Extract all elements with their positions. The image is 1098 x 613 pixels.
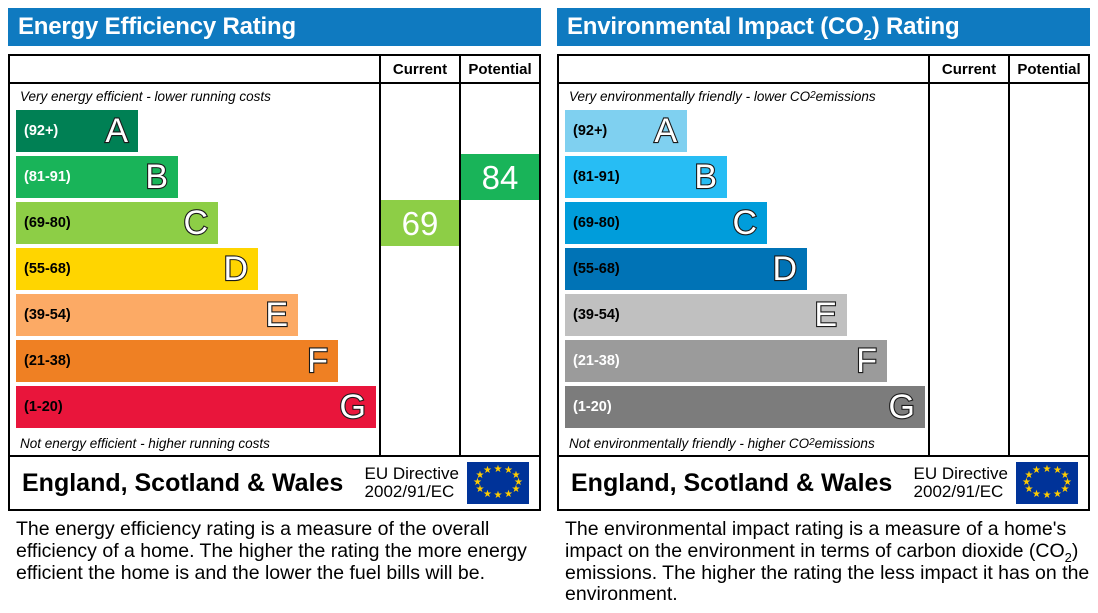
- rating-chart: Current Potential Very environmentally f…: [557, 54, 1090, 511]
- band-row-e: (39-54) E: [559, 292, 928, 338]
- eu-directive-label: EU Directive 2002/91/EC: [365, 465, 467, 501]
- band-row-g: (1-20) G: [10, 384, 379, 430]
- band-letter-d: D: [222, 250, 249, 288]
- column-header-potential: Potential: [1008, 56, 1088, 82]
- eu-flag-icon: ★ ★ ★ ★ ★ ★ ★ ★ ★ ★ ★ ★: [1016, 462, 1078, 504]
- band-row-e: (39-54) E: [10, 292, 379, 338]
- band-letter-g: G: [338, 388, 367, 426]
- band-bar-d: (55-68) D: [16, 248, 258, 290]
- band-bar-b: (81-91) B: [565, 156, 727, 198]
- band-row-f: (21-38) F: [10, 338, 379, 384]
- column-header-potential: Potential: [459, 56, 539, 82]
- band-bar-e: (39-54) E: [16, 294, 298, 336]
- band-letter-a: A: [653, 112, 678, 150]
- caption-top: Very environmentally friendly - lower CO…: [569, 88, 876, 104]
- panel-description: The energy efficiency rating is a measur…: [16, 518, 527, 584]
- eu-flag-icon: ★ ★ ★ ★ ★ ★ ★ ★ ★ ★ ★ ★: [467, 462, 529, 504]
- eu-directive-line2: 2002/91/EC: [364, 482, 455, 501]
- band-row-d: (55-68) D: [10, 246, 379, 292]
- column-header-row: Current Potential: [10, 56, 539, 84]
- footer-strip: England, Scotland & Wales EU Directive 2…: [10, 455, 539, 509]
- eu-directive-line1: EU Directive: [913, 464, 1008, 484]
- band-bar-c: (69-80) C: [565, 202, 767, 244]
- band-letter-b: B: [693, 158, 718, 196]
- caption-top: Very energy efficient - lower running co…: [20, 88, 271, 104]
- column-divider-current: [928, 84, 930, 455]
- band-range-b: (81-91): [573, 169, 620, 185]
- band-row-d: (55-68) D: [559, 246, 928, 292]
- current-rating-value: 69: [381, 200, 459, 246]
- band-row-c: (69-80) C: [559, 200, 928, 246]
- caption-bottom: Not environmentally friendly - higher CO…: [569, 435, 875, 451]
- region-label: England, Scotland & Wales: [571, 468, 893, 497]
- eu-directive-line1: EU Directive: [364, 464, 459, 484]
- band-bar-a: (92+) A: [565, 110, 687, 152]
- band-letter-b: B: [144, 158, 169, 196]
- band-bar-f: (21-38) F: [16, 340, 338, 382]
- potential-rating-value: 84: [461, 154, 539, 200]
- band-range-f: (21-38): [24, 353, 71, 369]
- band-letter-f: F: [855, 342, 878, 380]
- band-bar-f: (21-38) F: [565, 340, 887, 382]
- band-letter-c: C: [731, 204, 758, 242]
- band-range-c: (69-80): [24, 215, 71, 231]
- band-range-d: (55-68): [24, 261, 71, 277]
- band-letter-c: C: [182, 204, 209, 242]
- band-row-b: (81-91) B: [10, 154, 379, 200]
- band-range-d: (55-68): [573, 261, 620, 277]
- band-range-f: (21-38): [573, 353, 620, 369]
- band-range-g: (1-20): [573, 399, 612, 415]
- eu-directive-label: EU Directive 2002/91/EC: [914, 465, 1016, 501]
- band-range-g: (1-20): [24, 399, 63, 415]
- band-row-a: (92+) A: [559, 108, 928, 154]
- band-range-a: (92+): [24, 123, 59, 139]
- band-range-e: (39-54): [573, 307, 620, 323]
- band-letter-e: E: [264, 296, 289, 334]
- column-header-row: Current Potential: [559, 56, 1088, 84]
- band-row-f: (21-38) F: [559, 338, 928, 384]
- column-header-current: Current: [928, 56, 1008, 82]
- band-range-a: (92+): [573, 123, 608, 139]
- band-letter-g: G: [887, 388, 916, 426]
- page-title: Energy Efficiency Rating: [18, 13, 296, 40]
- column-divider-potential: [459, 84, 461, 455]
- band-letter-a: A: [104, 112, 129, 150]
- panel-energy-efficiency: Energy Efficiency Rating Current Potenti…: [8, 8, 541, 584]
- band-letter-d: D: [771, 250, 798, 288]
- column-header-current: Current: [379, 56, 459, 82]
- band-bar-e: (39-54) E: [565, 294, 847, 336]
- band-row-b: (81-91) B: [559, 154, 928, 200]
- band-row-a: (92+) A: [10, 108, 379, 154]
- column-divider-potential: [1008, 84, 1010, 455]
- panel-title-banner: Environmental Impact (CO2) Rating: [557, 8, 1090, 46]
- band-bars: (92+) A (81-91) B (69-80) C: [10, 108, 539, 431]
- band-bar-c: (69-80) C: [16, 202, 218, 244]
- band-bar-a: (92+) A: [16, 110, 138, 152]
- band-bar-g: (1-20) G: [565, 386, 925, 428]
- panel-description: The environmental impact rating is a mea…: [565, 518, 1090, 606]
- panel-title-banner: Energy Efficiency Rating: [8, 8, 541, 46]
- band-row-c: (69-80) C: [10, 200, 379, 246]
- band-range-c: (69-80): [573, 215, 620, 231]
- band-row-g: (1-20) G: [559, 384, 928, 430]
- band-bar-g: (1-20) G: [16, 386, 376, 428]
- band-letter-e: E: [813, 296, 838, 334]
- eu-directive-line2: 2002/91/EC: [913, 482, 1004, 501]
- page-title: Environmental Impact (CO2) Rating: [567, 13, 960, 44]
- band-bar-b: (81-91) B: [16, 156, 178, 198]
- panel-environmental-impact: Environmental Impact (CO2) Rating Curren…: [549, 0, 1098, 613]
- band-letter-f: F: [306, 342, 329, 380]
- band-range-e: (39-54): [24, 307, 71, 323]
- band-range-b: (81-91): [24, 169, 71, 185]
- band-bars: (92+) A (81-91) B (69-80) C: [559, 108, 928, 431]
- column-divider-current: [379, 84, 381, 455]
- footer-strip: England, Scotland & Wales EU Directive 2…: [559, 455, 1088, 509]
- band-bar-d: (55-68) D: [565, 248, 807, 290]
- region-label: England, Scotland & Wales: [22, 468, 344, 497]
- caption-bottom: Not energy efficient - higher running co…: [20, 435, 270, 451]
- rating-chart: Current Potential Very energy efficient …: [8, 54, 541, 511]
